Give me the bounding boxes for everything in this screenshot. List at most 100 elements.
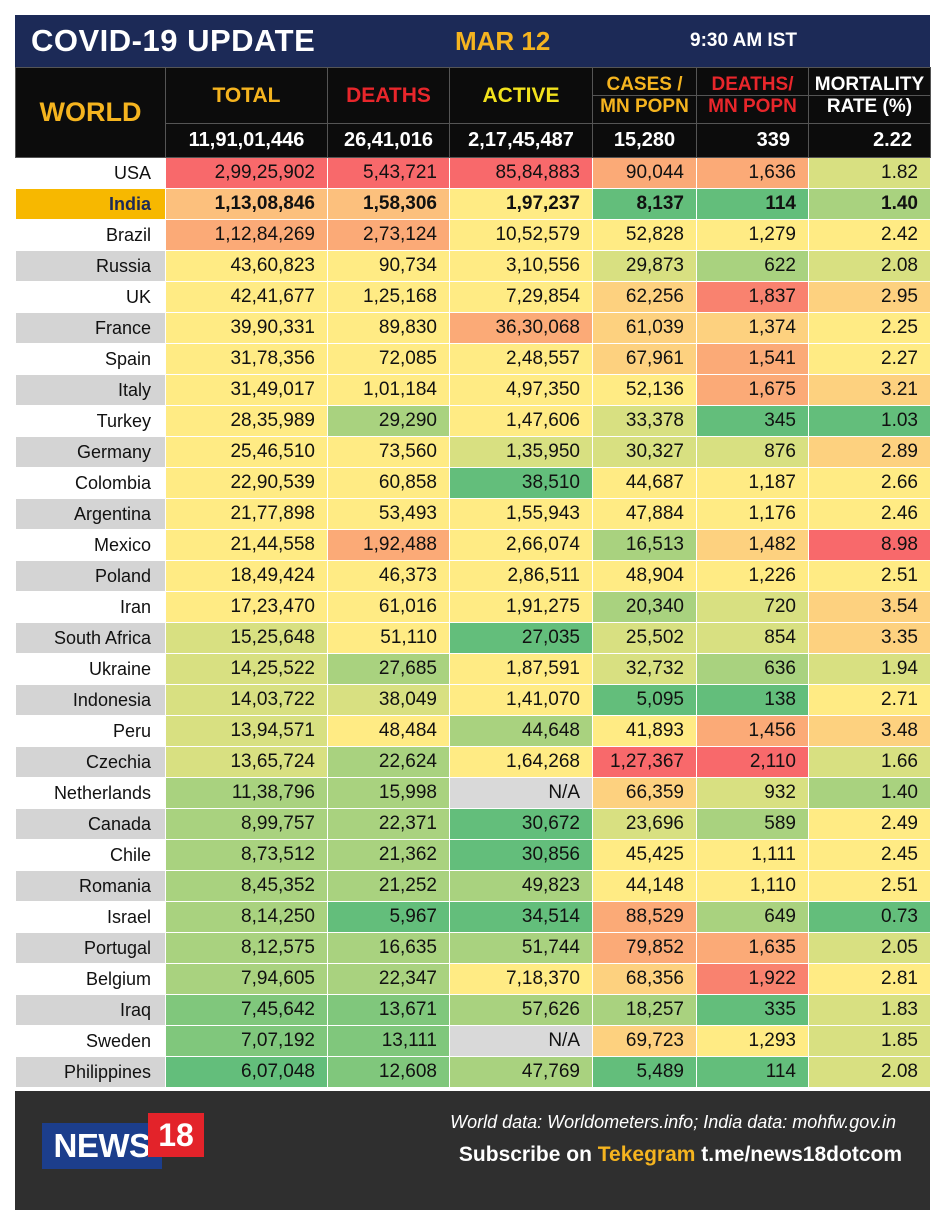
table-row: Chile 8,73,512 21,362 30,856 45,425 1,111 2.45 <box>15 839 931 871</box>
active-cell: 1,41,070 <box>449 684 593 716</box>
table-row: Iraq 7,45,642 13,671 57,626 18,257 335 1.83 <box>15 994 931 1026</box>
active-cell: 10,52,579 <box>449 219 593 251</box>
table-row: Belgium 7,94,605 22,347 7,18,370 68,356 1,922… <box>15 963 931 995</box>
active-cell: 2,48,557 <box>449 343 593 375</box>
cases-per-mn-cell: 79,852 <box>592 932 697 964</box>
total-cell: 31,49,017 <box>165 374 328 406</box>
mortality-cell: 3.35 <box>808 622 931 654</box>
country-rows: USA 2,99,25,902 5,43,721 85,84,883 90,044 1,6… <box>15 157 931 1088</box>
country-name: Czechia <box>15 746 166 778</box>
country-name: Indonesia <box>15 684 166 716</box>
cases-per-mn-cell: 30,327 <box>592 436 697 468</box>
table-row: Spain 31,78,356 72,085 2,48,557 67,961 1,541 2… <box>15 343 931 375</box>
table-row: India 1,13,08,846 1,58,306 1,97,237 8,137 114… <box>15 188 931 220</box>
footer: NEWS 18 World data: Worldometers.info; I… <box>15 1091 930 1210</box>
header-active: ACTIVE <box>449 67 593 124</box>
active-cell: N/A <box>449 1025 593 1057</box>
table-row: South Africa 15,25,648 51,110 27,035 25,502 8… <box>15 622 931 654</box>
mortality-cell: 1.94 <box>808 653 931 685</box>
country-name: Ukraine <box>15 653 166 685</box>
cases-per-mn-cell: 88,529 <box>592 901 697 933</box>
mortality-cell: 1.85 <box>808 1025 931 1057</box>
world-deaths-per-mn: 339 <box>696 123 809 158</box>
total-cell: 15,25,648 <box>165 622 328 654</box>
country-name: Iran <box>15 591 166 623</box>
mortality-cell: 2.66 <box>808 467 931 499</box>
deaths-cell: 21,252 <box>327 870 450 902</box>
country-name: Netherlands <box>15 777 166 809</box>
deaths-cell: 27,685 <box>327 653 450 685</box>
country-name: Colombia <box>15 467 166 499</box>
mortality-cell: 3.54 <box>808 591 931 623</box>
deaths-per-mn-cell: 1,374 <box>696 312 809 344</box>
country-name: France <box>15 312 166 344</box>
header-world: WORLD <box>15 67 166 158</box>
cases-per-mn-cell: 45,425 <box>592 839 697 871</box>
world-mortality: 2.22 <box>808 123 931 158</box>
deaths-per-mn-cell: 1,279 <box>696 219 809 251</box>
total-cell: 13,65,724 <box>165 746 328 778</box>
deaths-per-mn-cell: 1,922 <box>696 963 809 995</box>
mortality-cell: 0.73 <box>808 901 931 933</box>
active-cell: 30,856 <box>449 839 593 871</box>
table-row: Iran 17,23,470 61,016 1,91,275 20,340 720 3.54 <box>15 591 931 623</box>
total-cell: 1,13,08,846 <box>165 188 328 220</box>
cases-per-mn-cell: 52,828 <box>592 219 697 251</box>
deaths-cell: 1,25,168 <box>327 281 450 313</box>
cases-per-mn-cell: 90,044 <box>592 157 697 189</box>
table-row: Netherlands 11,38,796 15,998 N/A 66,359 932 1.… <box>15 777 931 809</box>
mortality-cell: 1.83 <box>808 994 931 1026</box>
cases-per-mn-cell: 33,378 <box>592 405 697 437</box>
cases-per-mn-cell: 5,489 <box>592 1056 697 1088</box>
deaths-cell: 21,362 <box>327 839 450 871</box>
telegram-link[interactable]: Tekegram <box>597 1143 696 1166</box>
table-row: Sweden 7,07,192 13,111 N/A 69,723 1,293 1.85 <box>15 1025 931 1057</box>
active-cell: 30,672 <box>449 808 593 840</box>
total-cell: 14,03,722 <box>165 684 328 716</box>
country-name: Turkey <box>15 405 166 437</box>
country-name: UK <box>15 281 166 313</box>
country-name: Belgium <box>15 963 166 995</box>
country-name: Germany <box>15 436 166 468</box>
deaths-cell: 48,484 <box>327 715 450 747</box>
cases-per-mn-cell: 48,904 <box>592 560 697 592</box>
deaths-per-mn-cell: 345 <box>696 405 809 437</box>
country-name: Argentina <box>15 498 166 530</box>
total-cell: 7,45,642 <box>165 994 328 1026</box>
deaths-per-mn-cell: 1,482 <box>696 529 809 561</box>
mortality-cell: 2.71 <box>808 684 931 716</box>
active-cell: 49,823 <box>449 870 593 902</box>
world-deaths: 26,41,016 <box>327 123 450 158</box>
title-bar: COVID-19 UPDATE MAR 12 9:30 AM IST <box>15 15 930 67</box>
mortality-cell: 2.46 <box>808 498 931 530</box>
active-cell: 3,10,556 <box>449 250 593 282</box>
table-row: Russia 43,60,823 90,734 3,10,556 29,873 622 2.… <box>15 250 931 282</box>
country-name: Canada <box>15 808 166 840</box>
total-cell: 39,90,331 <box>165 312 328 344</box>
deaths-per-mn-cell: 720 <box>696 591 809 623</box>
telegram-url[interactable]: t.me/news18dotcom <box>695 1143 902 1166</box>
table-row: Canada 8,99,757 22,371 30,672 23,696 589 2.49 <box>15 808 931 840</box>
cases-per-mn-cell: 23,696 <box>592 808 697 840</box>
deaths-per-mn-cell: 1,635 <box>696 932 809 964</box>
deaths-cell: 13,111 <box>327 1025 450 1057</box>
deaths-per-mn-cell: 2,110 <box>696 746 809 778</box>
country-name: South Africa <box>15 622 166 654</box>
deaths-cell: 72,085 <box>327 343 450 375</box>
deaths-cell: 38,049 <box>327 684 450 716</box>
header-deaths-per-mn: DEATHS/MN POPN <box>696 67 809 124</box>
deaths-cell: 89,830 <box>327 312 450 344</box>
deaths-per-mn-cell: 114 <box>696 188 809 220</box>
active-cell: N/A <box>449 777 593 809</box>
table-row: Turkey 28,35,989 29,290 1,47,606 33,378 345 1.… <box>15 405 931 437</box>
deaths-cell: 15,998 <box>327 777 450 809</box>
country-name: Romania <box>15 870 166 902</box>
total-cell: 7,94,605 <box>165 963 328 995</box>
total-cell: 8,14,250 <box>165 901 328 933</box>
mortality-cell: 2.08 <box>808 1056 931 1088</box>
deaths-per-mn-cell: 1,541 <box>696 343 809 375</box>
country-name: Israel <box>15 901 166 933</box>
header-deaths: DEATHS <box>327 67 450 124</box>
cases-per-mn-cell: 52,136 <box>592 374 697 406</box>
mortality-cell: 2.08 <box>808 250 931 282</box>
